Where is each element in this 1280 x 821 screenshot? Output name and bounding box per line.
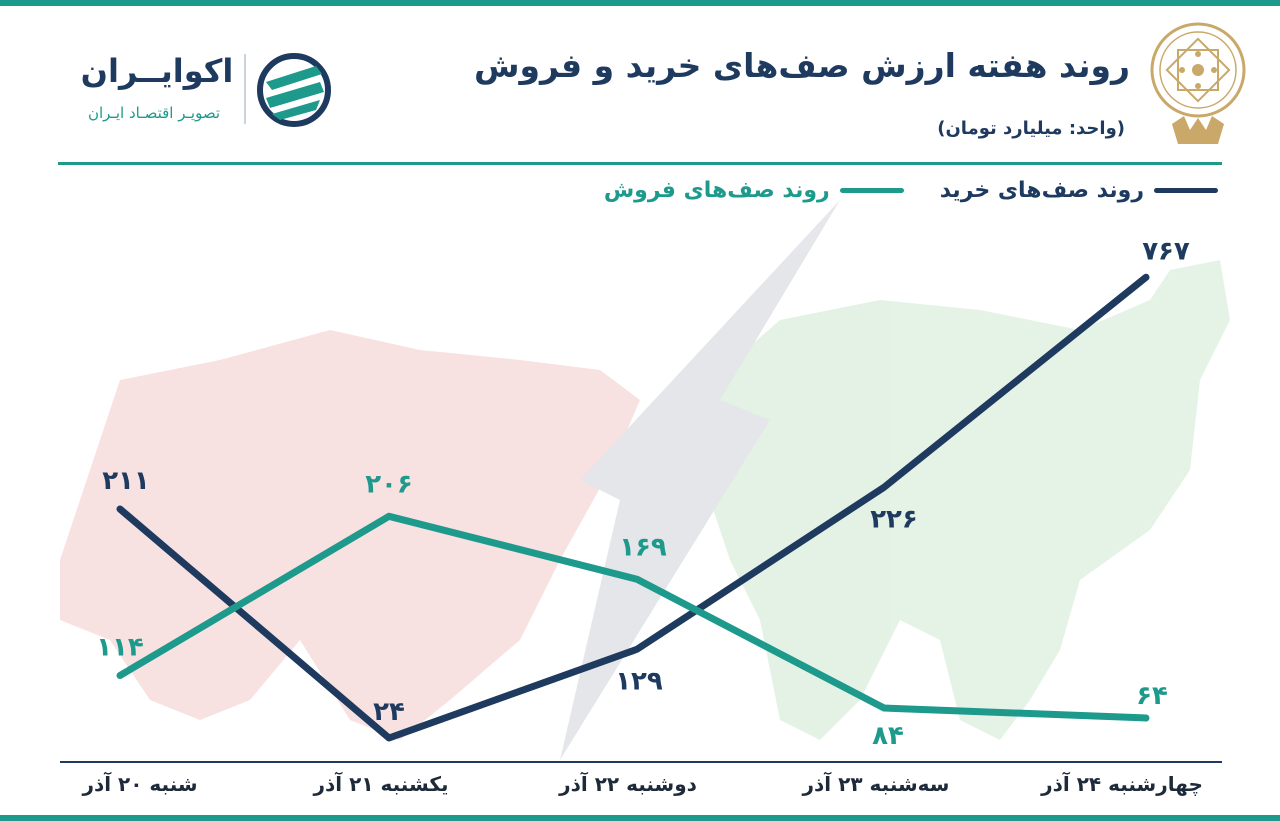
legend-swatch-buy (1154, 188, 1218, 193)
brand-divider (244, 54, 246, 124)
chart-subtitle: (واحد: میلیارد تومان) (937, 118, 1125, 139)
x-tick-label: سه‌شنبه ۲۳ آذر (802, 772, 950, 796)
data-label-sell: ۱۶۹ (619, 532, 667, 562)
legend-item-buy: روند صف‌های خرید (940, 178, 1218, 203)
data-label-sell: ۸۴ (872, 721, 904, 751)
data-label-sell: ۱۱۴ (96, 633, 144, 663)
data-label-buy: ۲۲۶ (870, 504, 918, 534)
data-label-buy: ۷۶۷ (1142, 236, 1190, 266)
x-tick-label: یکشنبه ۲۱ آذر (313, 772, 449, 796)
bottom-accent-bar (0, 815, 1280, 821)
legend-label-sell: روند صف‌های فروش (603, 178, 830, 203)
brand-logo-icon (257, 53, 331, 127)
header-divider (58, 162, 1222, 165)
data-label-sell: ۲۰۶ (365, 469, 413, 499)
exchange-emblem-icon (1150, 22, 1246, 144)
x-tick-label: شنبه ۲۰ آذر (82, 772, 198, 796)
background-illustration (60, 200, 1230, 760)
legend-swatch-sell (839, 188, 904, 193)
chart-legend: روند صف‌های خرید روند صف‌های فروش (568, 178, 1218, 203)
data-label-sell: ۶۴ (1136, 681, 1168, 711)
x-tick-label: دوشنبه ۲۲ آذر (559, 772, 697, 796)
x-tick-label: چهارشنبه ۲۴ آذر (1041, 772, 1203, 796)
legend-item-sell: روند صف‌های فروش (604, 178, 904, 203)
brand-name: اکوایــران (80, 52, 234, 90)
data-label-buy: ۱۲۹ (615, 666, 663, 696)
top-accent-bar (0, 0, 1280, 6)
legend-label-buy: روند صف‌های خرید (939, 178, 1144, 203)
data-label-buy: ۲۱۱ (102, 466, 150, 496)
plot-area: ۲۱۱ ۲۴ ۱۲۹ ۲۲۶ ۷۶۷ ۱۱۴ ۲۰۶ ۱۶۹ ۸۴ ۶۴ (96, 236, 1190, 751)
chart-title: روند هفته ارزش صف‌های خرید و فروش (473, 46, 1130, 85)
data-label-buy: ۲۴ (373, 697, 405, 727)
brand-tagline: تصویـر اقتصـاد ایـران (87, 104, 221, 122)
series-line-buy (116, 273, 1150, 742)
series-line-sell (116, 512, 1150, 722)
